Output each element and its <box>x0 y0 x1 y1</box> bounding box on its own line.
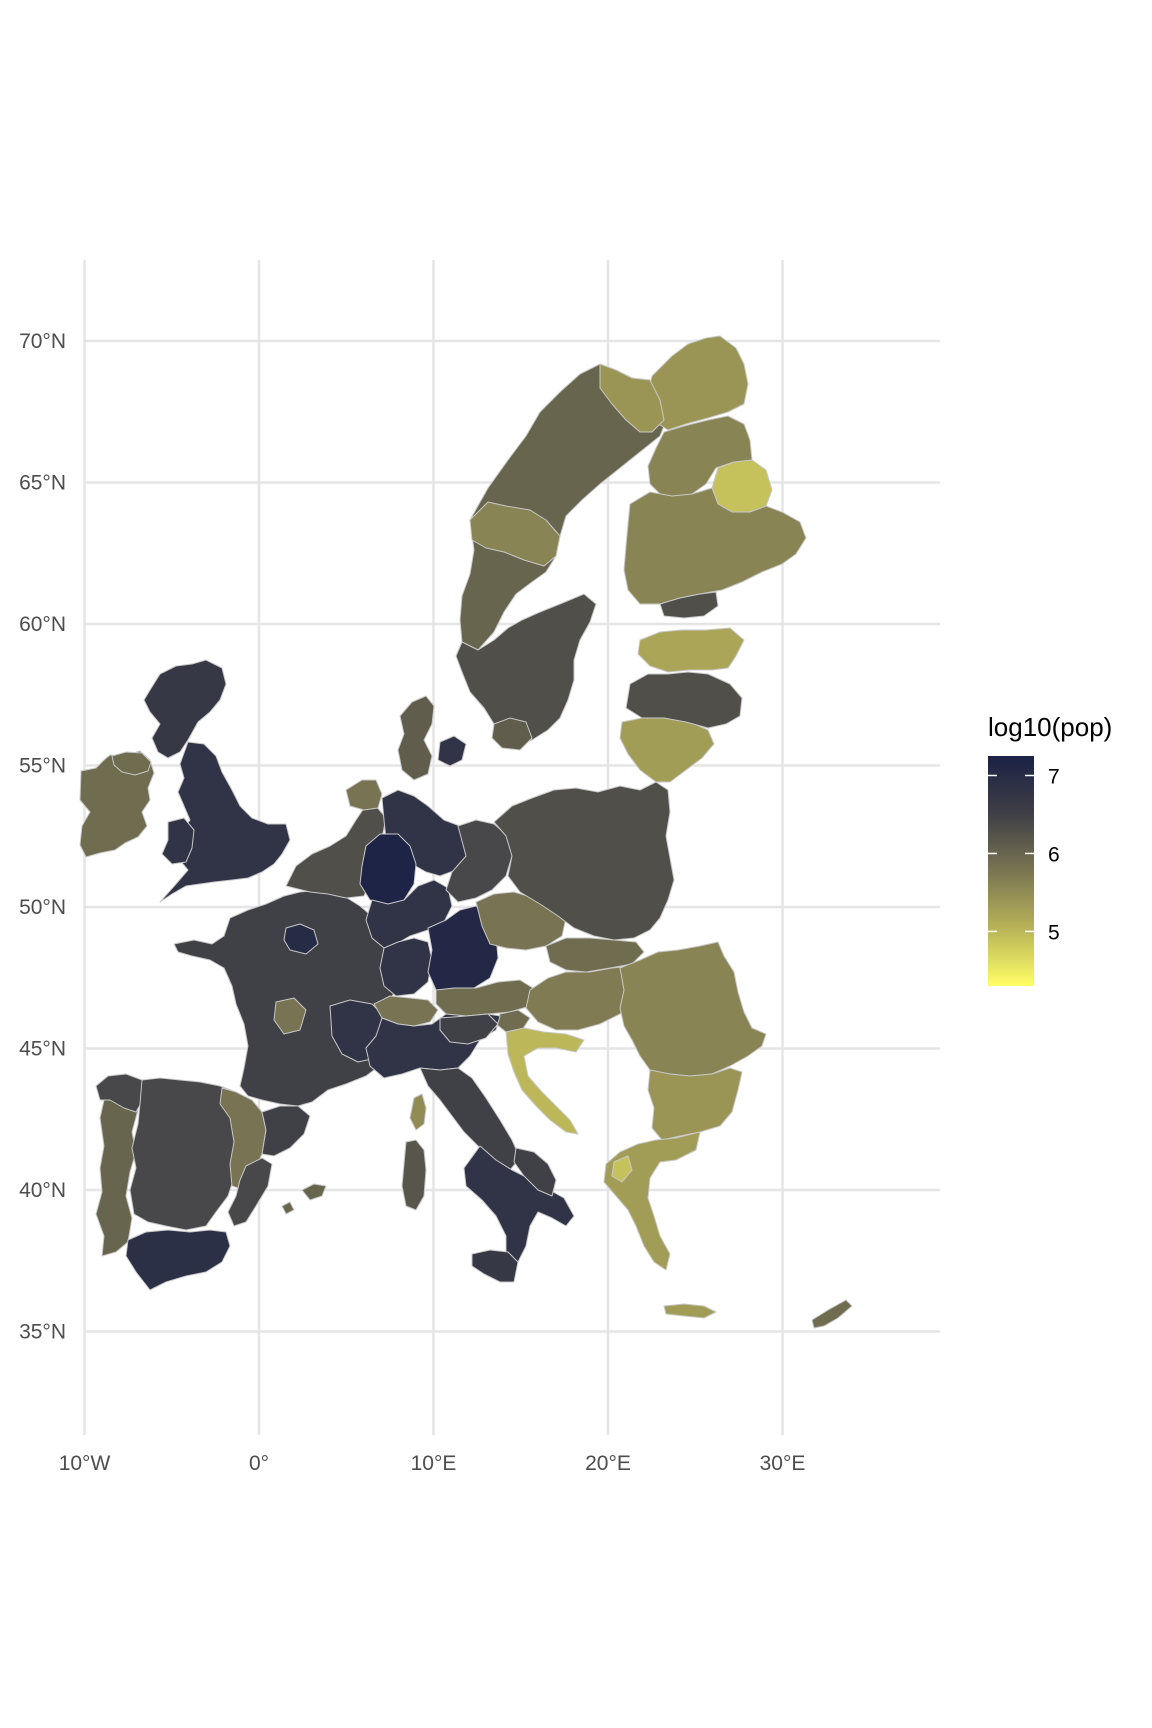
region-latvia <box>625 671 743 729</box>
region-finland-nw <box>599 363 665 433</box>
region-romania <box>619 941 767 1077</box>
region-sweden-south <box>455 593 597 745</box>
region-greece-bright <box>611 1155 633 1183</box>
region-bavaria <box>427 905 499 991</box>
legend-colorbar <box>988 756 1034 986</box>
axes: 10°W 0° 10°E 20°E 30°E 70°N 65°N 60°N 55°N 50°N 45… <box>19 330 805 1475</box>
region-andalusia <box>125 1229 231 1291</box>
y-tick-label: 55°N <box>19 755 66 778</box>
region-finland-uusimaa <box>659 591 719 619</box>
region-sweden-norrbotten <box>469 501 561 567</box>
region-skane <box>491 717 533 751</box>
region-sicily <box>471 1249 519 1283</box>
region-finland-kainuu <box>711 459 773 513</box>
region-balearics-2 <box>281 1201 295 1215</box>
region-cyprus <box>811 1299 853 1329</box>
region-apulia <box>513 1147 557 1197</box>
region-poland <box>493 781 675 941</box>
regions <box>79 335 853 1329</box>
region-germany-east <box>445 819 513 903</box>
region-denmark-zealand <box>437 735 467 767</box>
region-sardinia <box>401 1139 427 1211</box>
region-crete <box>663 1303 717 1319</box>
legend-ticks: 7 6 5 <box>988 765 1060 944</box>
region-france <box>173 889 401 1107</box>
region-netherlands-north <box>345 779 383 811</box>
y-tick-label: 60°N <box>19 613 66 636</box>
region-lithuania <box>619 717 715 783</box>
y-tick-label: 40°N <box>19 1179 66 1202</box>
region-scotland <box>143 659 227 759</box>
x-tick-label: 10°W <box>59 1452 111 1475</box>
region-baden-wurttemberg <box>379 937 433 997</box>
y-tick-label: 65°N <box>19 472 66 495</box>
region-spain-central <box>129 1077 249 1231</box>
region-corsica <box>409 1093 427 1131</box>
legend-label: 6 <box>1048 843 1060 866</box>
region-england <box>159 741 291 903</box>
y-tick-label: 70°N <box>19 330 66 353</box>
region-bulgaria <box>647 1067 743 1141</box>
region-catalonia <box>261 1105 311 1157</box>
region-estonia <box>637 627 745 673</box>
x-tick-label: 20°E <box>585 1452 631 1475</box>
region-greece <box>603 1131 701 1271</box>
y-tick-label: 45°N <box>19 1038 66 1061</box>
legend-label: 5 <box>1048 921 1060 944</box>
region-croatia <box>505 1027 585 1135</box>
region-finland-central <box>647 415 753 501</box>
legend-label: 7 <box>1048 765 1060 788</box>
region-finland-south <box>623 487 807 605</box>
region-slovakia <box>545 937 645 973</box>
region-veneto <box>439 1013 499 1045</box>
x-tick-label: 10°E <box>411 1452 457 1475</box>
region-paris <box>283 923 319 955</box>
x-tick-label: 0° <box>249 1452 269 1475</box>
region-northern-ireland <box>111 751 152 776</box>
region-auvergne <box>273 997 307 1035</box>
y-tick-label: 35°N <box>19 1321 66 1344</box>
region-finland-north <box>645 335 749 431</box>
region-denmark <box>397 695 435 781</box>
region-portugal <box>95 1081 139 1257</box>
region-italy-centre <box>419 1067 521 1171</box>
x-tick-label: 30°E <box>760 1452 806 1475</box>
legend-title: log10(pop) <box>988 712 1112 742</box>
region-valencia <box>227 1157 273 1227</box>
region-germany-nrw <box>359 833 417 907</box>
region-balearics <box>301 1183 327 1201</box>
region-wales <box>161 817 195 865</box>
legend: log10(pop) 7 6 5 <box>988 712 1112 986</box>
y-tick-label: 50°N <box>19 896 66 919</box>
